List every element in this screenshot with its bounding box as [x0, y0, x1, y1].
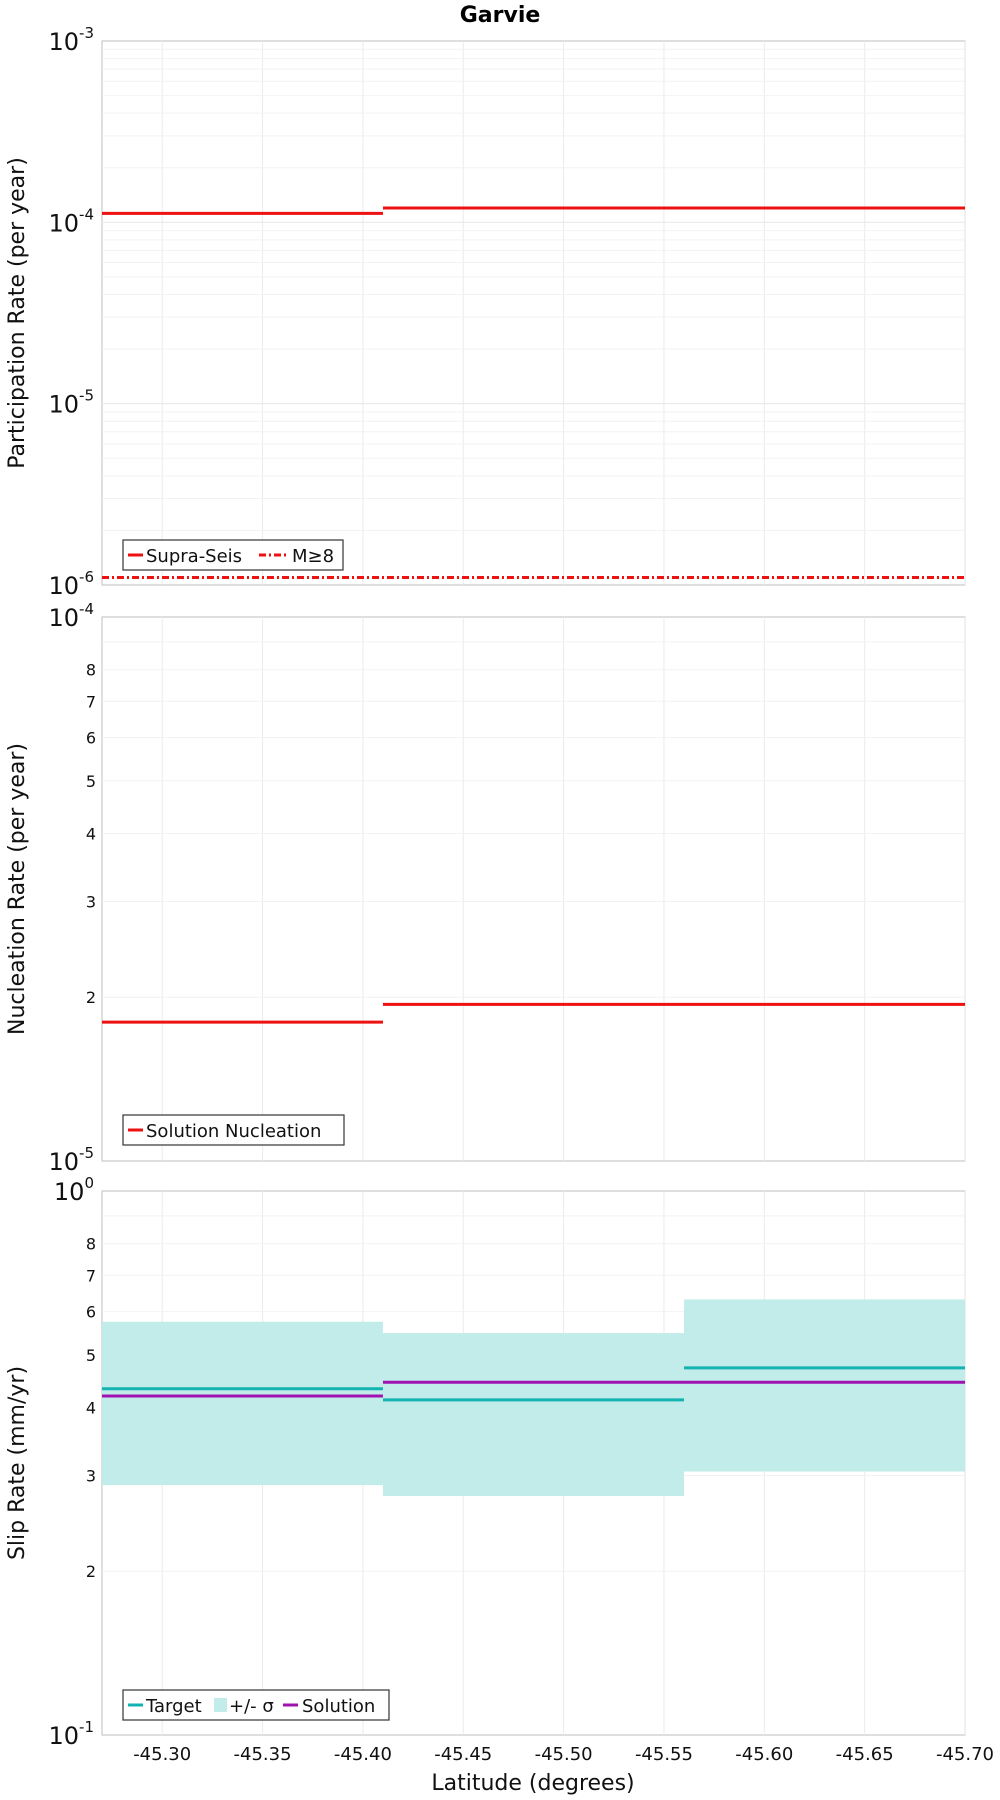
y-minor-tick-label: 3: [86, 1466, 96, 1485]
x-tick-label: -45.60: [735, 1744, 793, 1765]
y-major-tick-label: 10-5: [48, 1144, 94, 1176]
x-tick-label: -45.50: [535, 1744, 593, 1765]
y-major-tick-label: 100: [54, 1174, 94, 1206]
x-tick-label: -45.65: [836, 1744, 894, 1765]
x-tick-label: -45.40: [334, 1744, 392, 1765]
sigma-band-segment: [102, 1321, 383, 1486]
legend-solution: Solution: [302, 1696, 375, 1717]
legend-solution-nucleation: Solution Nucleation: [146, 1121, 321, 1142]
y-major-tick-label: 10-5: [48, 387, 94, 419]
y-minor-tick-label: 5: [86, 772, 96, 791]
slip-rate-ylabel: Slip Rate (mm/yr): [5, 1366, 30, 1560]
nucleation-plot-area: [101, 616, 966, 1162]
x-tick-label: -45.45: [434, 1744, 492, 1765]
y-minor-tick-label: 7: [86, 1266, 96, 1285]
y-major-tick-label: 10-1: [48, 1718, 94, 1750]
y-major-tick-label: 10-3: [48, 24, 94, 56]
y-minor-tick-label: 2: [86, 988, 96, 1007]
x-tick-label: -45.70: [936, 1744, 994, 1765]
x-tick-label: -45.55: [635, 1744, 693, 1765]
chart-title: Garvie: [460, 3, 541, 28]
legend-sigma-swatch: [214, 1698, 227, 1712]
sigma-band-segment: [684, 1299, 965, 1472]
legend-sigma: +/- σ: [229, 1696, 274, 1717]
slip-rate-legend: Target +/- σ Solution: [122, 1689, 390, 1721]
nucleation-legend: Solution Nucleation: [122, 1114, 345, 1146]
x-axis-label: Latitude (degrees): [431, 1771, 634, 1796]
y-minor-tick-label: 2: [86, 1562, 96, 1581]
y-minor-tick-label: 6: [86, 1303, 96, 1322]
participation-legend: Supra-Seis M≥8: [122, 539, 344, 571]
legend-m8: M≥8: [292, 546, 334, 567]
y-minor-tick-label: 7: [86, 692, 96, 711]
nucleation-panel: 10-5 10-4 2 3 4 5 6 7 8 Nucleation Rate (per yea…: [5, 600, 966, 1176]
participation-panel: 10-6 10-5 10-4 10-3 Participation Rate (per…: [5, 24, 966, 600]
y-minor-tick-label: 4: [86, 824, 96, 843]
y-minor-tick-label: 3: [86, 892, 96, 911]
y-minor-tick-label: 8: [86, 1235, 96, 1254]
y-major-tick-label: 10-4: [48, 205, 94, 237]
slip-rate-panel: 10-1 100 2 3 4 5 6 7 8 Slip Rate (mm/yr) Target …: [5, 1174, 994, 1765]
nucleation-ylabel: Nucleation Rate (per year): [5, 743, 30, 1035]
participation-plot-area: [101, 40, 966, 586]
y-minor-tick-label: 6: [86, 729, 96, 748]
x-tick-label: -45.30: [133, 1744, 191, 1765]
sigma-band-segment: [382, 1333, 685, 1497]
x-tick-label: -45.35: [234, 1744, 292, 1765]
y-minor-tick-label: 5: [86, 1346, 96, 1365]
participation-ylabel: Participation Rate (per year): [5, 157, 30, 469]
y-major-tick-label: 10-6: [48, 568, 94, 600]
y-minor-tick-label: 4: [86, 1398, 96, 1417]
legend-target: Target: [145, 1696, 202, 1717]
y-major-tick-label: 10-4: [48, 600, 94, 632]
legend-supra-seis: Supra-Seis: [146, 546, 242, 567]
y-minor-tick-label: 8: [86, 661, 96, 680]
